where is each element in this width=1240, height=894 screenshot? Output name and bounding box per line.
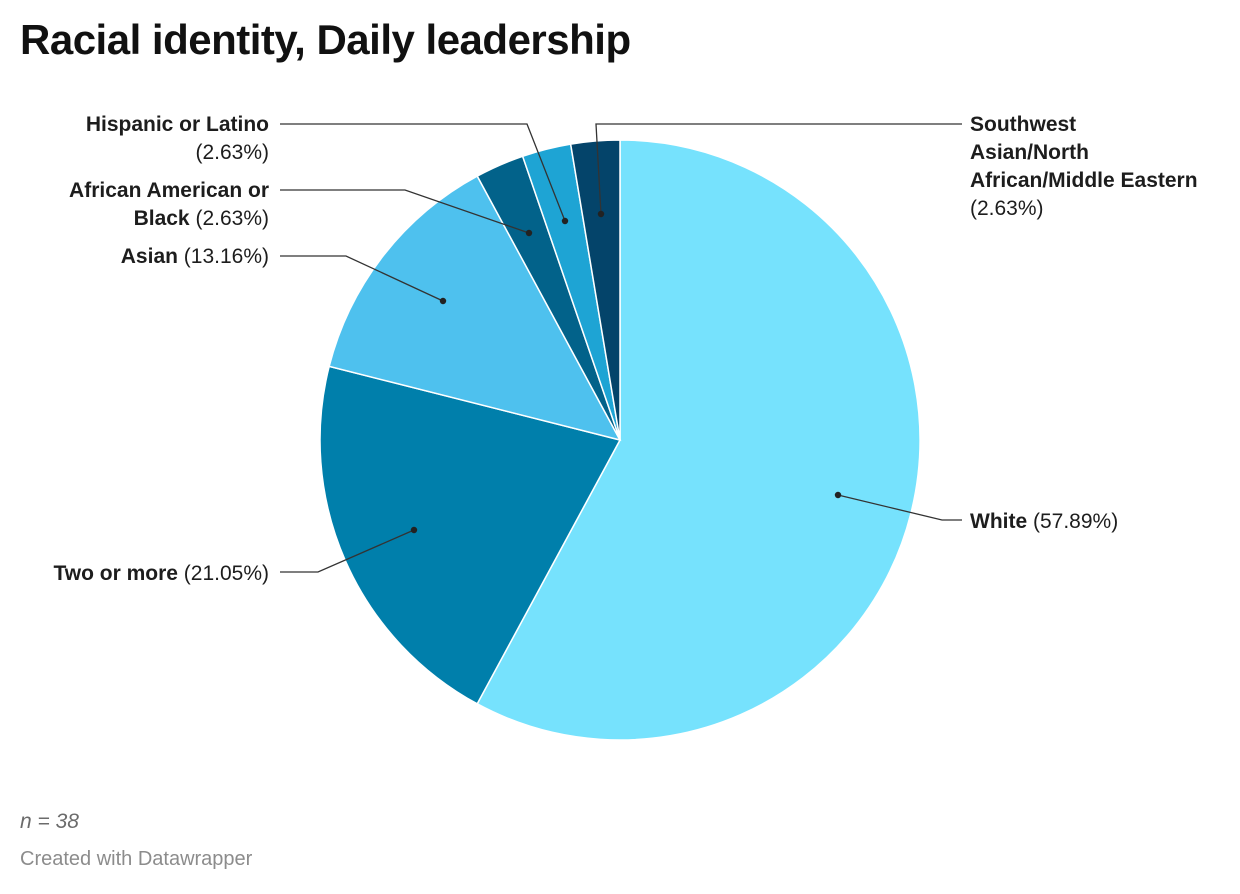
leader-line-two-or-more [280,529,415,573]
credit-link[interactable]: Created with Datawrapper [20,848,253,870]
pie-slice-white[interactable] [476,139,921,741]
leader-dot-asian [439,297,447,305]
leader-dot-southwest-asian-north-african-middle-eastern [597,210,605,218]
slice-label-two-or-more: Two or more (21.05%) [54,562,270,585]
slice-label-asian: Asian (13.16%) [121,245,269,268]
leader-dot-african-american-or-black [525,229,533,237]
pie-slice-asian[interactable] [328,175,622,442]
pie-slice-southwest-asian-north-african-middle-eastern[interactable] [569,139,621,441]
slice-label-hispanic-or-latino: Hispanic or Latino (2.63%) [86,113,269,164]
leader-dot-white [834,491,842,499]
leader-line-white [837,494,962,521]
leader-dot-hispanic-or-latino [561,217,569,225]
leader-line-asian [280,255,444,302]
sample-size-note: n = 38 [20,810,79,833]
leader-line-southwest-asian-north-african-middle-eastern [595,123,962,215]
leader-line-hispanic-or-latino [280,123,566,222]
slice-label-southwest-asian-north-african-middle-eastern: Southwest Asian/North African/Middle Easte… [970,113,1198,220]
leader-line-african-american-or-black [280,189,530,234]
slice-label-african-american-or-black: African American or Black (2.63%) [69,179,269,230]
slice-label-white: White (57.89%) [970,510,1118,533]
chart-title: Racial identity, Daily leadership [20,16,631,63]
leader-dot-two-or-more [410,526,418,534]
